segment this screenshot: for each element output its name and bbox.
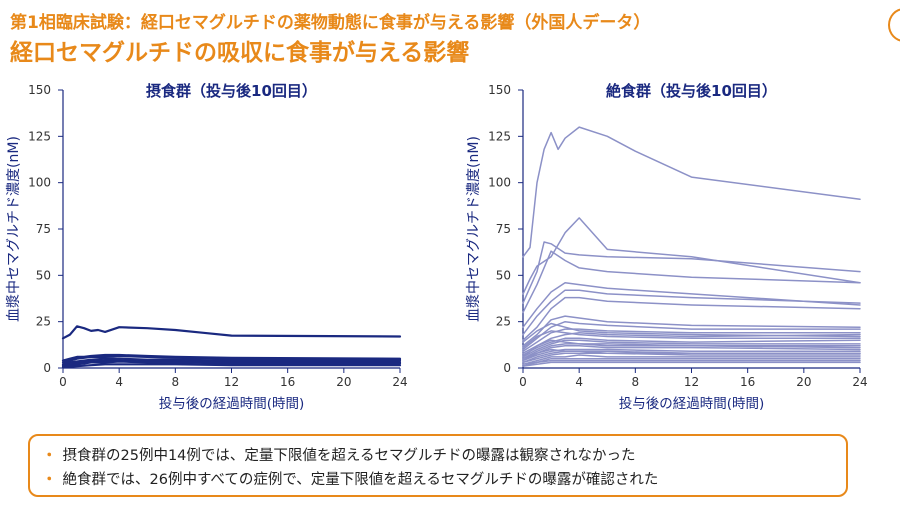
series-line xyxy=(522,250,861,314)
series-line xyxy=(522,217,861,295)
y-tick-label: 150 xyxy=(488,83,511,97)
series-line xyxy=(522,339,861,358)
x-axis-label: 投与後の経過時間(時間) xyxy=(159,396,305,412)
series-line xyxy=(522,348,861,362)
series-line xyxy=(522,281,861,328)
series-line xyxy=(522,348,861,362)
y-tick-label: 75 xyxy=(496,222,511,236)
note-item: ・ 摂食群の25例中14例では、定量下限値を超えるセマグルチドの曝露は観察されな… xyxy=(42,442,846,466)
y-tick-label: 25 xyxy=(496,315,511,329)
notes-box: ・ 摂食群の25例中14例では、定量下限値を超えるセマグルチドの曝露は観察されな… xyxy=(28,434,848,497)
x-axis-label: 投与後の経過時間(時間) xyxy=(619,396,765,412)
y-tick-label: 0 xyxy=(503,361,511,375)
series-line xyxy=(522,339,861,358)
y-axis-label: 血漿中セマグルチド濃度(nM) xyxy=(6,136,22,322)
x-tick-label: 0 xyxy=(519,375,527,389)
series-line xyxy=(522,357,861,366)
y-tick-label: 0 xyxy=(43,361,51,375)
chart-title: 絶食群（投与後10回目） xyxy=(606,82,777,100)
y-axis-label: 血漿中セマグルチド濃度(nM) xyxy=(466,136,482,322)
x-tick-label: 8 xyxy=(172,375,180,389)
series-line xyxy=(522,352,861,364)
series-line xyxy=(522,322,861,343)
series-line xyxy=(522,330,861,349)
series-line xyxy=(522,337,861,356)
y-tick-label: 125 xyxy=(28,129,51,143)
series-line xyxy=(61,363,402,369)
note-item: ・ 絶食群では、26例中すべての症例で、定量下限値を超えるセマグルチドの曝露が確… xyxy=(42,466,846,490)
y-tick-label: 125 xyxy=(488,129,511,143)
x-tick-label: 16 xyxy=(280,375,295,389)
x-tick-label: 20 xyxy=(796,375,811,389)
note-text: 絶食群では、26例中すべての症例で、定量下限値を超えるセマグルチドの曝露が確認さ… xyxy=(62,471,659,488)
y-tick-label: 25 xyxy=(36,315,51,329)
fasted-chart: 絶食群（投与後10回目） 血漿中セマグルチド濃度(nM) 投与後の経過時間(時間) 0… xyxy=(466,82,868,412)
series-line xyxy=(61,354,402,364)
series-line xyxy=(522,354,861,366)
x-tick-label: 8 xyxy=(632,375,640,389)
x-tick-label: 20 xyxy=(336,375,351,389)
y-tick-label: 50 xyxy=(36,268,51,282)
bullet-icon: ・ xyxy=(42,447,57,464)
x-tick-label: 12 xyxy=(684,375,699,389)
series-line xyxy=(522,361,861,367)
fed-chart: 摂食群（投与後10回目） 血漿中セマグルチド濃度(nM) 投与後の経過時間(時間) 0… xyxy=(6,82,408,412)
x-tick-label: 4 xyxy=(115,375,123,389)
series-line xyxy=(522,126,861,258)
x-tick-label: 16 xyxy=(740,375,755,389)
series-line xyxy=(61,360,402,368)
y-tick-label: 100 xyxy=(488,176,511,190)
x-tick-label: 24 xyxy=(392,375,407,389)
y-tick-label: 150 xyxy=(28,83,51,97)
series-line xyxy=(61,325,402,340)
y-tick-label: 75 xyxy=(36,222,51,236)
series-line xyxy=(522,296,861,341)
series-line xyxy=(522,320,861,351)
page-title: 経口セマグルチドの吸収に食事が与える影響 xyxy=(10,40,470,66)
series-line xyxy=(61,357,402,366)
series-line xyxy=(522,241,861,304)
y-tick-label: 50 xyxy=(496,268,511,282)
series-line xyxy=(522,359,861,367)
series-line xyxy=(522,289,861,336)
bullet-icon: ・ xyxy=(42,471,57,488)
x-tick-label: 12 xyxy=(224,375,239,389)
note-text: 摂食群の25例中14例では、定量下限値を超えるセマグルチドの曝露は観察されなかっ… xyxy=(62,447,636,464)
x-tick-label: 0 xyxy=(59,375,67,389)
page-subtitle: 第1相臨床試験：経口セマグルチドの薬物動態に食事が与える影響（外国人データ） xyxy=(10,13,651,33)
decorative-circle xyxy=(888,8,900,42)
chart-title: 摂食群（投与後10回目） xyxy=(146,82,317,100)
series-line xyxy=(522,315,861,347)
x-tick-label: 4 xyxy=(575,375,583,389)
y-tick-label: 100 xyxy=(28,176,51,190)
x-tick-label: 24 xyxy=(852,375,867,389)
